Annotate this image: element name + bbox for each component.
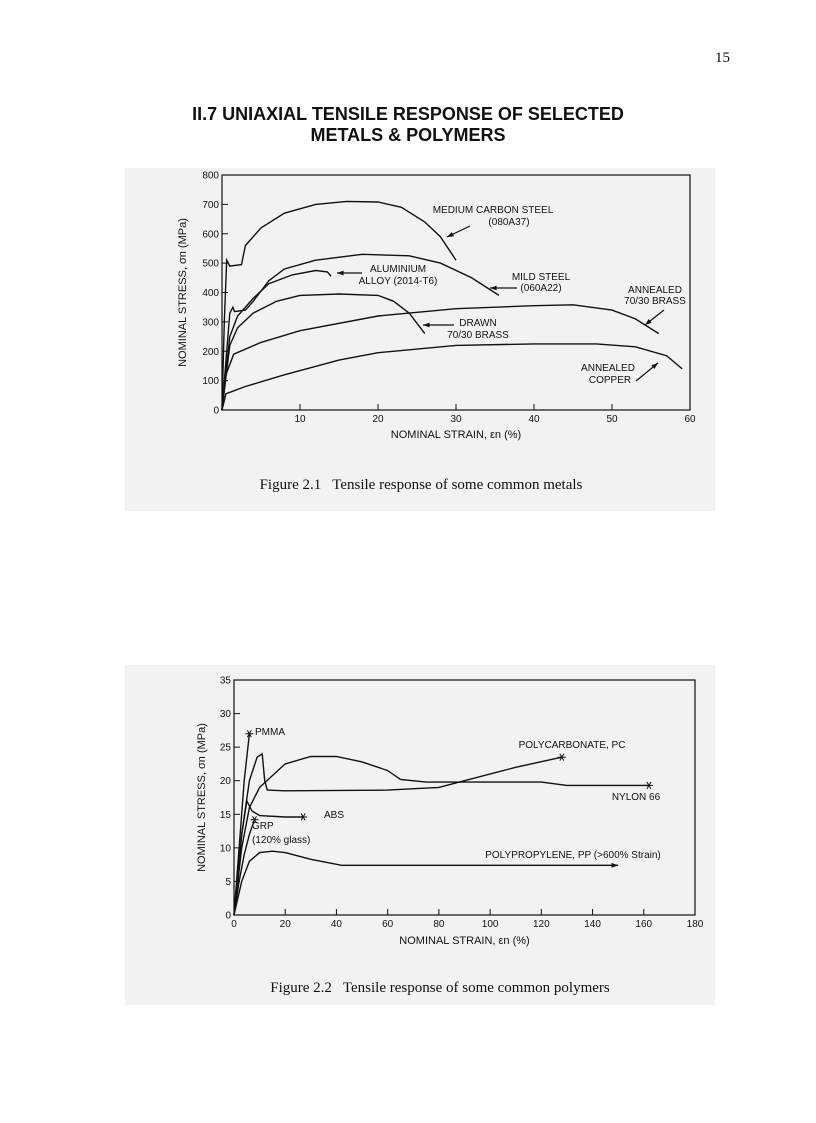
end-marker (646, 781, 652, 790)
x-tick-label: 60 (382, 919, 394, 930)
curve-label: MEDIUM CARBON STEEL (433, 205, 554, 216)
curve-label: PMMA (255, 727, 285, 738)
end-marker (559, 753, 565, 761)
stress-strain-curve (221, 304, 660, 411)
stress-strain-curve (221, 269, 332, 411)
y-tick-label: 10 (220, 843, 232, 854)
x-tick-label: 30 (450, 414, 462, 425)
curve-label: NYLON 66 (612, 792, 661, 803)
x-tick-label: 180 (687, 919, 704, 930)
curve-label: GRP (252, 821, 274, 832)
y-tick-label: 100 (202, 376, 219, 387)
arrow-head (337, 270, 344, 276)
y-tick-label: 700 (202, 200, 219, 211)
y-tick-label: 20 (220, 776, 232, 787)
stress-strain-curve (221, 293, 426, 411)
curve-label: (060A22) (520, 283, 561, 294)
curve-label: 70/30 BRASS (624, 296, 686, 307)
page-number: 15 (715, 50, 730, 66)
x-tick-label: 60 (684, 414, 696, 425)
y-tick-label: 600 (202, 229, 219, 240)
curve-label: DRAWN (459, 318, 496, 329)
x-tick-label: 20 (372, 414, 384, 425)
y-axis-label: NOMINAL STRESS, σn (MPa) (177, 218, 189, 367)
curve-label: ALUMINIUM (370, 264, 426, 275)
x-tick-label: 80 (433, 919, 445, 930)
curve-label: ANNEALED (628, 285, 682, 296)
stress-strain-curve (233, 798, 304, 916)
stress-strain-curve (233, 752, 562, 916)
x-tick-label: 0 (231, 919, 237, 930)
figure-caption: Figure 2.1 Tensile response of some comm… (260, 477, 583, 493)
x-tick-label: 140 (584, 919, 601, 930)
heading: II.7 UNIAXIAL TENSILE RESPONSE OF SELECT… (192, 104, 624, 124)
y-tick-label: 0 (213, 406, 219, 417)
y-tick-label: 0 (225, 911, 231, 922)
arrow-head (490, 285, 497, 291)
heading: METALS & POLYMERS (310, 125, 505, 145)
y-tick-label: 200 (202, 347, 219, 358)
x-tick-label: 100 (482, 919, 499, 930)
arrow-head (645, 319, 652, 325)
x-tick-label: 10 (294, 414, 306, 425)
end-marker (252, 815, 257, 824)
x-axis-label: NOMINAL STRAIN, εn (%) (391, 429, 521, 441)
plot-frame (233, 679, 696, 916)
x-tick-label: 50 (606, 414, 618, 425)
figure-caption: Figure 2.2 Tensile response of some comm… (270, 980, 610, 996)
y-axis-label: NOMINAL STRESS, σn (MPa) (196, 723, 208, 872)
arrow-head (423, 322, 430, 328)
curve-label: 70/30 BRASS (447, 330, 509, 341)
curve-label: ALLOY (2014-T6) (359, 276, 438, 287)
y-tick-label: 15 (220, 810, 232, 821)
x-axis-label: NOMINAL STRAIN, εn (%) (399, 935, 529, 947)
stress-strain-curve (221, 343, 683, 411)
x-tick-label: 40 (528, 414, 540, 425)
curve-label: (080A37) (488, 217, 529, 228)
arrow-head (611, 862, 619, 868)
y-tick-label: 30 (220, 709, 232, 720)
y-tick-label: 300 (202, 317, 219, 328)
stress-strain-curve (233, 755, 649, 916)
stress-strain-curve (233, 850, 619, 916)
curve-label: (120% glass) (252, 835, 310, 846)
curve-label: COPPER (589, 375, 631, 386)
arrow-head (447, 231, 454, 237)
curve-label: ANNEALED (581, 363, 635, 374)
y-tick-label: 800 (202, 171, 219, 182)
end-marker (300, 813, 306, 821)
figure-background (125, 665, 715, 1005)
curve-label: POLYPROPYLENE, PP (>600% Strain) (485, 850, 661, 861)
y-tick-label: 500 (202, 259, 219, 270)
x-tick-label: 120 (533, 919, 550, 930)
stress-strain-curve (221, 253, 500, 411)
y-tick-label: 400 (202, 288, 219, 299)
y-tick-label: 5 (225, 877, 231, 888)
y-tick-label: 35 (220, 676, 232, 687)
x-tick-label: 40 (331, 919, 343, 930)
arrow-head (651, 363, 658, 370)
curve-label: POLYCARBONATE, PC (519, 740, 626, 751)
end-marker (246, 730, 252, 738)
curve-label: MILD STEEL (512, 272, 571, 283)
curve-label: ABS (324, 810, 344, 821)
stress-strain-curve (221, 200, 457, 411)
x-tick-label: 160 (635, 919, 652, 930)
x-tick-label: 20 (280, 919, 292, 930)
y-tick-label: 25 (220, 743, 232, 754)
stress-strain-curve (233, 819, 256, 916)
